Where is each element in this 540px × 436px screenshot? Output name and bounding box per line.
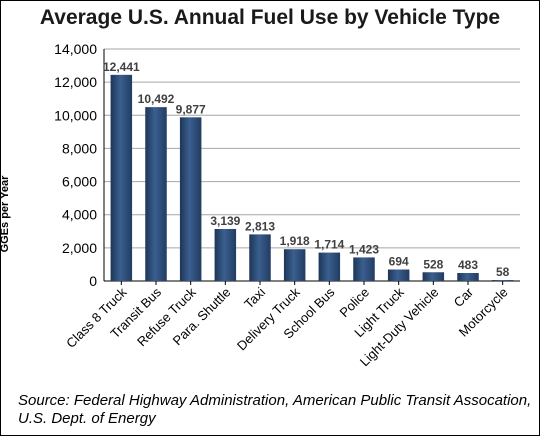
data-label: 58: [496, 265, 510, 279]
x-tick-label: Car: [451, 284, 477, 310]
data-label: 694: [389, 254, 409, 268]
y-tick-label: 2,000: [62, 240, 97, 256]
bar: [110, 74, 133, 281]
y-tick-label: 8,000: [62, 140, 97, 156]
y-tick-label: 12,000: [54, 74, 97, 90]
bar: [353, 257, 375, 281]
data-label: 483: [458, 258, 478, 272]
y-tick-label: 10,000: [54, 107, 97, 123]
y-tick-label: 14,000: [54, 41, 97, 57]
data-label: 1,714: [314, 238, 344, 252]
bar: [214, 228, 237, 281]
x-tick-label: Taxi: [241, 284, 268, 311]
data-label: 9,877: [176, 102, 206, 116]
bar: [491, 280, 514, 281]
bar: [179, 117, 202, 281]
data-label: 1,423: [349, 242, 379, 256]
chart-title: Average U.S. Annual Fuel Use by Vehicle …: [39, 6, 501, 29]
y-tick-label: 0: [89, 273, 97, 289]
bar: [283, 249, 306, 281]
bar: [249, 234, 271, 281]
data-label: 10,492: [138, 92, 175, 106]
source-note: Source: Federal Highway Administration, …: [18, 392, 532, 427]
bar: [318, 252, 341, 281]
data-label: 528: [423, 257, 443, 271]
data-label: 3,139: [210, 214, 240, 228]
bar: [387, 269, 410, 281]
data-label: 12,441: [103, 60, 140, 74]
y-tick-label: 6,000: [62, 174, 97, 190]
bar: [422, 272, 445, 281]
bar: [457, 272, 479, 281]
data-label: 2,813: [245, 219, 275, 233]
y-tick-label: 4,000: [62, 207, 97, 223]
data-label: 1,918: [280, 234, 310, 248]
bar: [145, 107, 167, 281]
